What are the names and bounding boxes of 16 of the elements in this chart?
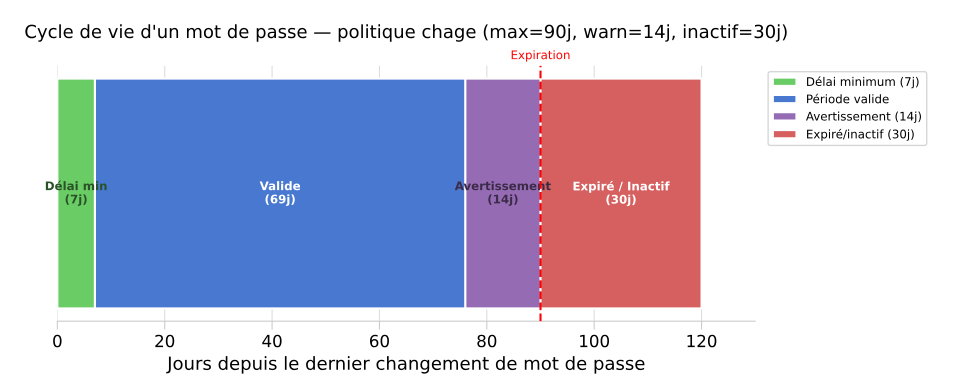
x-tick-label: 80 xyxy=(477,334,496,348)
legend-label: Avertissement (14j) xyxy=(806,112,921,123)
chart-title: Cycle de vie d'un mot de passe — politique chage (max=90j, warn=14j, inactif=30j) xyxy=(25,24,787,42)
x-tick-label: 40 xyxy=(262,334,282,348)
legend-label: Délai minimum (7j) xyxy=(807,76,919,88)
x-tick-label: 120 xyxy=(687,334,716,348)
ref-line-label: Expiration xyxy=(512,50,570,62)
x-tick-label: 20 xyxy=(155,334,174,348)
x-tick-label: 100 xyxy=(580,334,609,348)
data-label: Expiré / Inactif (30j) xyxy=(574,180,670,206)
x-tick-label: 0 xyxy=(53,334,62,348)
data-label: Valide (69j) xyxy=(260,181,300,206)
legend-label: Période valide xyxy=(807,94,889,104)
x-axis-title: Jours depuis le dernier changement de mot de passe xyxy=(166,356,644,374)
legend-label: Expiré/inactif (30j) xyxy=(807,128,914,141)
x-tick-label: 60 xyxy=(370,334,389,348)
